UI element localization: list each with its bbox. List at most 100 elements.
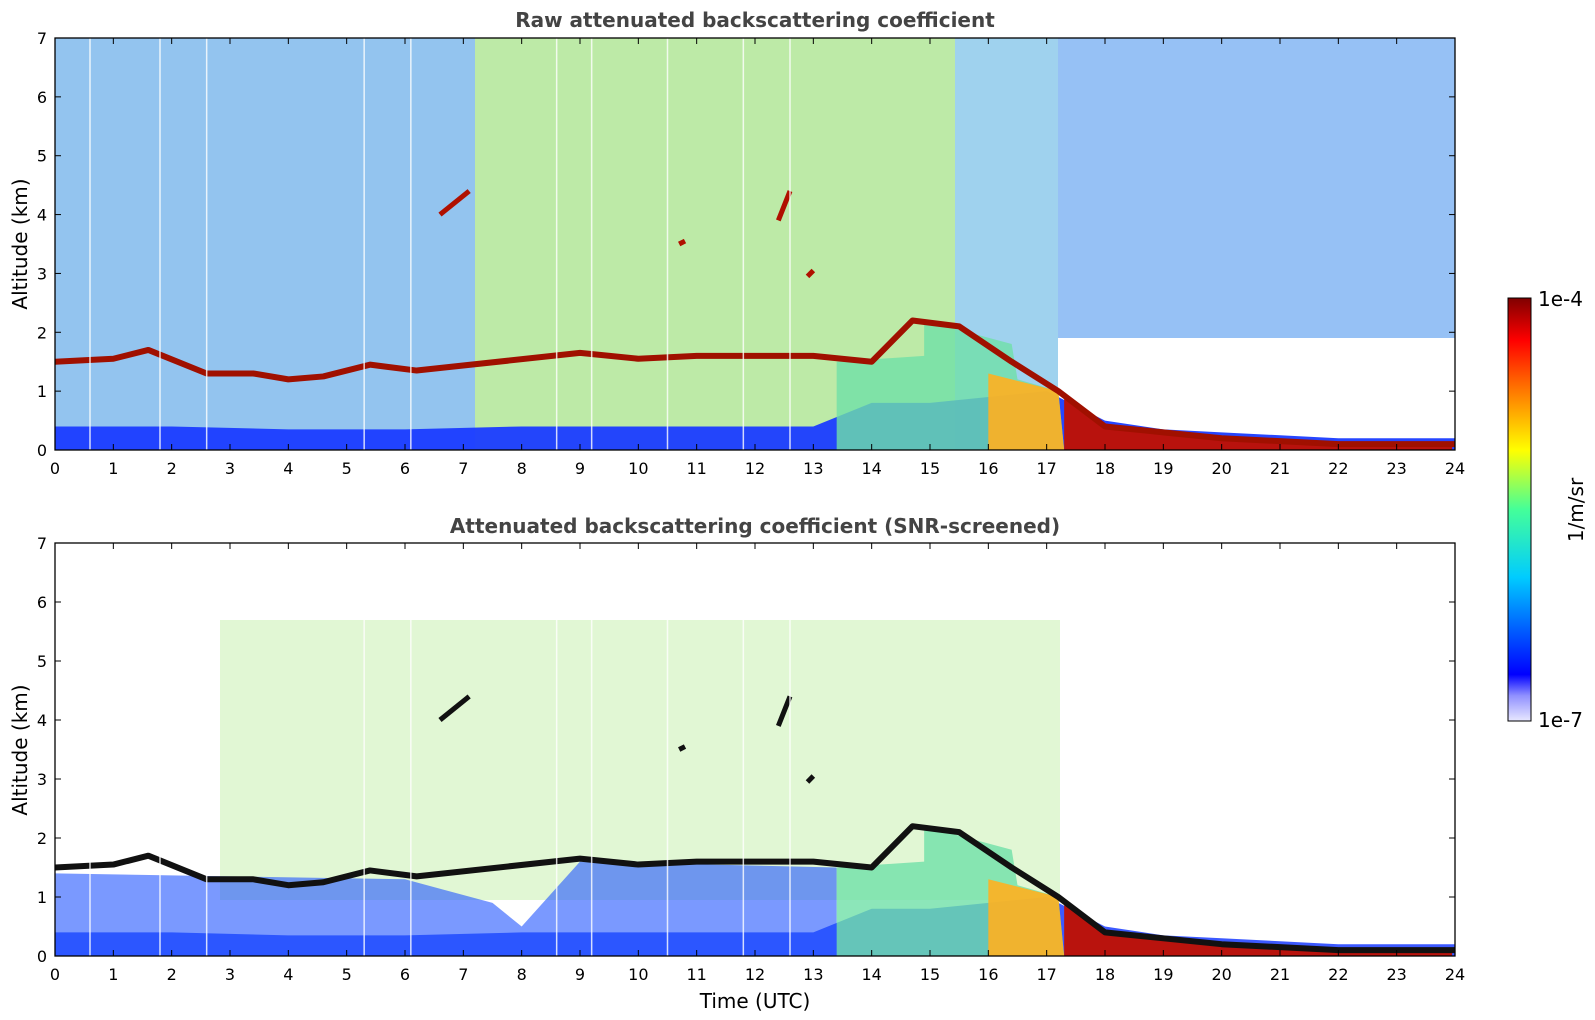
- y-axis: 0 1 2 3 4 5 6 7: [37, 29, 1455, 460]
- colorbar-max-label: 1e-4: [1538, 287, 1583, 311]
- y-tick-label: 1: [37, 888, 47, 907]
- x-tick-label: 5: [342, 459, 352, 478]
- y-tick-label: 3: [37, 264, 47, 283]
- y-tick-label: 0: [37, 947, 47, 966]
- x-tick-label: 22: [1328, 965, 1348, 984]
- x-tick-label: 3: [225, 459, 235, 478]
- colorbar-min-label: 1e-7: [1538, 708, 1583, 732]
- y-tick-label: 3: [37, 770, 47, 789]
- x-tick-label: 9: [575, 965, 585, 984]
- x-tick-label: 24: [1445, 965, 1465, 984]
- snr-screened-panel: Attenuated backscattering coefficient (S…: [8, 514, 1465, 1013]
- x-tick-label: 23: [1386, 459, 1406, 478]
- x-tick-label: 15: [920, 459, 940, 478]
- x-tick-label: 8: [517, 965, 527, 984]
- x-axis: 0 1 2 3 4 5 6 7 8 9 10 11 12 13 14 15 16 17 18 19 20 21 22 23 24: [50, 543, 1465, 984]
- evening-cloud-region: [1064, 902, 1453, 956]
- evening-cloud-region: [1064, 397, 1453, 450]
- elevated-cloud-patch: [805, 268, 816, 279]
- x-tick-label: 7: [458, 965, 468, 984]
- x-tick-label: 17: [1036, 965, 1056, 984]
- x-tick-label: 9: [575, 459, 585, 478]
- elevated-cloud-patch: [438, 694, 471, 722]
- y-tick-label: 6: [37, 88, 47, 107]
- heatmap-plot-area: [55, 543, 1455, 956]
- x-axis: 0 1 2 3 4 5 6 7 8 9 10 11 12 13 14 15 16 17 18 19 20 21 22 23 24: [50, 38, 1465, 478]
- y-tick-label: 5: [37, 652, 47, 671]
- x-tick-label: 14: [861, 459, 881, 478]
- y-tick-label: 7: [37, 534, 47, 553]
- elevated-cloud-patch: [805, 774, 816, 784]
- y-tick-label: 1: [37, 382, 47, 401]
- x-tick-label: 12: [745, 965, 765, 984]
- noise-region-early: [55, 38, 475, 450]
- x-tick-label: 2: [167, 459, 177, 478]
- x-tick-label: 13: [803, 459, 823, 478]
- elevated-cloud-patch: [678, 238, 687, 247]
- x-tick-label: 20: [1211, 965, 1231, 984]
- x-tick-label: 6: [400, 965, 410, 984]
- layer-group: [55, 543, 1455, 956]
- y-tick-label: 4: [37, 711, 47, 730]
- x-tick-label: 4: [283, 965, 293, 984]
- x-tick-label: 13: [803, 965, 823, 984]
- x-tick-label: 1: [108, 965, 118, 984]
- y-tick-label: 0: [37, 441, 47, 460]
- y-tick-label: 2: [37, 323, 47, 342]
- x-tick-label: 11: [686, 965, 706, 984]
- panel-title: Attenuated backscattering coefficient (S…: [450, 514, 1060, 538]
- y-tick-label: 6: [37, 593, 47, 612]
- y-tick-label: 5: [37, 147, 47, 166]
- layer-group: [55, 38, 1455, 450]
- x-tick-label: 21: [1270, 459, 1290, 478]
- elevated-cloud-patch: [776, 695, 793, 727]
- x-tick-label: 20: [1211, 459, 1231, 478]
- x-tick-label: 3: [225, 965, 235, 984]
- orange-signal-region: [988, 373, 1065, 450]
- x-tick-label: 11: [686, 459, 706, 478]
- x-tick-label: 22: [1328, 459, 1348, 478]
- y-axis-label: Altitude (km): [8, 178, 32, 309]
- colorbar-gradient: [1507, 297, 1532, 722]
- x-tick-label: 7: [458, 459, 468, 478]
- y-axis: 0 1 2 3 4 5 6 7: [37, 534, 1455, 966]
- x-tick-label: 16: [978, 459, 998, 478]
- noise-region-midday: [220, 620, 1060, 900]
- heatmap-plot-area: [55, 38, 1455, 450]
- y-tick-label: 7: [37, 29, 47, 48]
- x-tick-label: 19: [1153, 459, 1173, 478]
- x-tick-label: 17: [1036, 459, 1056, 478]
- x-tick-label: 5: [342, 965, 352, 984]
- x-tick-label: 23: [1386, 965, 1406, 984]
- x-tick-label: 16: [978, 965, 998, 984]
- orange-signal-region: [988, 879, 1065, 956]
- y-tick-label: 2: [37, 829, 47, 848]
- x-tick-label: 4: [283, 459, 293, 478]
- x-tick-label: 12: [745, 459, 765, 478]
- x-tick-label: 10: [628, 965, 648, 984]
- raw-backscatter-panel: Raw attenuated backscattering coefficien…: [8, 8, 1465, 478]
- x-tick-label: 19: [1153, 965, 1173, 984]
- x-tick-label: 0: [50, 965, 60, 984]
- cloud-layer-line: [55, 317, 1455, 448]
- x-tick-label: 24: [1445, 459, 1465, 478]
- x-tick-label: 10: [628, 459, 648, 478]
- noise-region-evening: [1058, 38, 1455, 338]
- x-tick-label: 0: [50, 459, 60, 478]
- elevated-cloud-patch: [776, 190, 793, 222]
- panel-title: Raw attenuated backscattering coefficien…: [515, 8, 995, 32]
- cloud-layer-line: [55, 823, 1455, 954]
- aerosol-region: [55, 861, 837, 956]
- colorbar-unit-label: 1/m/sr: [1564, 477, 1588, 542]
- y-tick-label: 4: [37, 206, 47, 225]
- colorbar: 1e-4 1e-7 1/m/sr: [1507, 287, 1588, 732]
- elevated-cloud-patch: [678, 744, 687, 752]
- y-axis-label: Altitude (km): [8, 684, 32, 815]
- x-tick-label: 6: [400, 459, 410, 478]
- x-tick-label: 15: [920, 965, 940, 984]
- x-axis-label: Time (UTC): [699, 989, 811, 1013]
- x-tick-label: 18: [1095, 459, 1115, 478]
- elevated-cloud-patch: [438, 189, 471, 217]
- x-tick-label: 1: [108, 459, 118, 478]
